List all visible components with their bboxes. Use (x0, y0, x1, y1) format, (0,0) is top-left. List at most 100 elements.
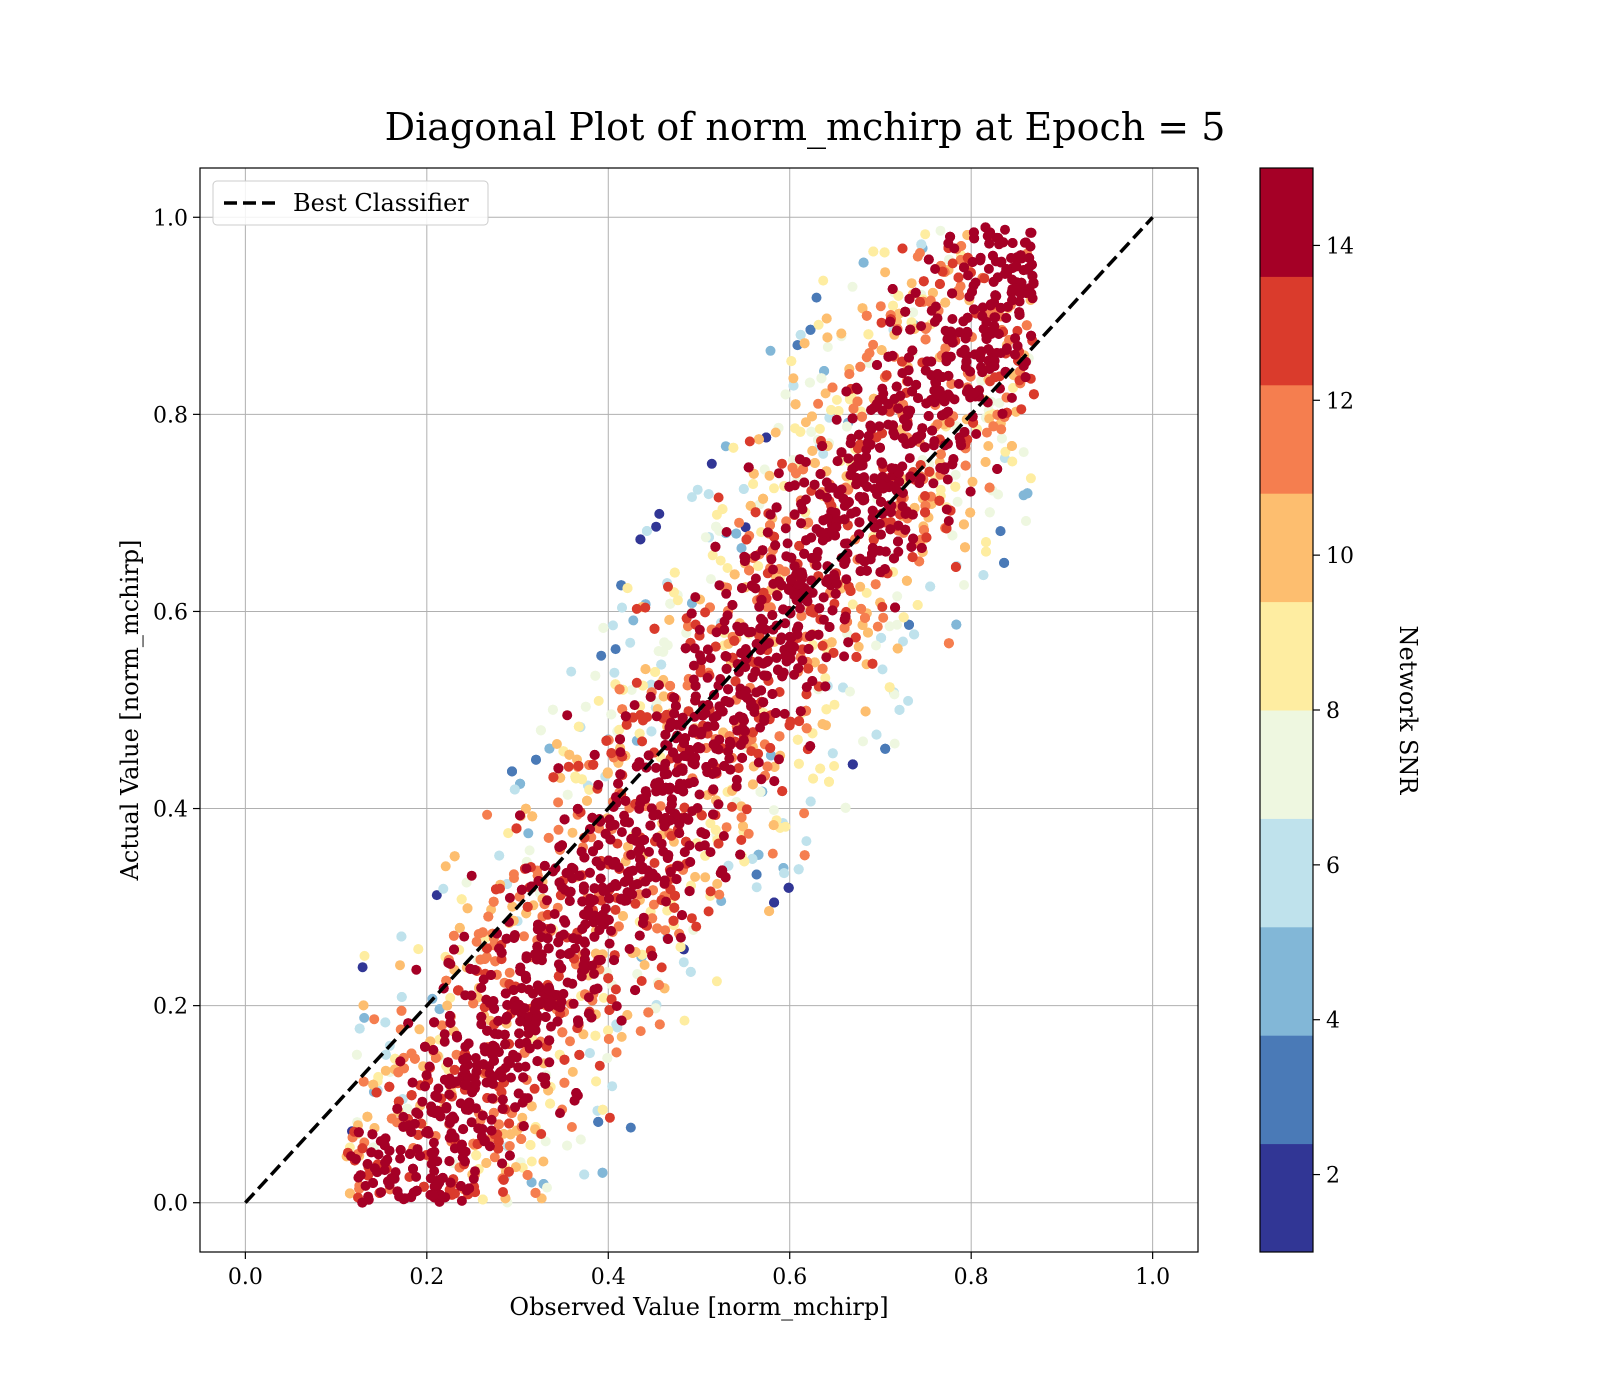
scatter-point (795, 603, 805, 614)
scatter-point (553, 824, 564, 835)
scatter-point (610, 984, 621, 995)
scatter-point (773, 468, 784, 479)
scatter-point (560, 917, 571, 928)
scatter-point (593, 1116, 604, 1127)
scatter-point (413, 944, 424, 955)
scatter-point (395, 1153, 406, 1164)
scatter-point (996, 424, 1007, 435)
scatter-point (362, 1111, 373, 1122)
scatter-point (799, 808, 810, 819)
scatter-point (858, 736, 868, 747)
scatter-point (562, 710, 573, 721)
scatter-point (734, 517, 745, 528)
scatter-point (665, 598, 676, 609)
scatter-point (663, 581, 673, 592)
scatter-point (910, 287, 921, 298)
scatter-point (790, 399, 801, 410)
scatter-point (658, 691, 669, 702)
scatter-point (887, 284, 898, 294)
scatter-point (821, 704, 832, 715)
scatter-point (668, 915, 679, 926)
scatter-point (402, 1103, 413, 1114)
scatter-point (712, 878, 723, 889)
scatter-point (669, 902, 680, 913)
scatter-point (540, 1136, 551, 1147)
scatter-point (462, 903, 473, 914)
scatter-point (395, 960, 405, 971)
scatter-point (937, 266, 948, 277)
scatter-point (947, 258, 958, 269)
scatter-point (774, 731, 785, 742)
scatter-point (411, 1107, 422, 1118)
scatter-point (950, 481, 961, 492)
scatter-point (909, 629, 920, 640)
scatter-point (470, 1166, 480, 1177)
scatter-point (875, 567, 886, 578)
scatter-point (488, 896, 499, 907)
scatter-point (621, 719, 632, 730)
scatter-point (719, 624, 730, 635)
scatter-point (828, 647, 839, 658)
scatter-point (689, 643, 700, 654)
scatter-point (820, 388, 831, 399)
scatter-point (630, 985, 641, 996)
scatter-point (941, 504, 952, 515)
scatter-point (589, 968, 599, 979)
scatter-point (817, 640, 828, 651)
scatter-point (788, 380, 799, 391)
scatter-point (344, 1188, 355, 1199)
scatter-point (935, 225, 946, 236)
scatter-point (729, 635, 740, 646)
chart-title: Diagonal Plot of norm_mchirp at Epoch = … (385, 105, 1226, 150)
scatter-point (920, 507, 931, 518)
scatter-point (943, 638, 954, 649)
scatter-point (861, 310, 872, 321)
scatter-point (649, 623, 660, 634)
scatter-point (803, 663, 814, 674)
scatter-point (703, 906, 714, 917)
scatter-point (818, 448, 829, 459)
scatter-point (793, 864, 804, 875)
scatter-point (887, 350, 898, 361)
scatter-point (720, 441, 731, 452)
scatter-point (827, 382, 838, 393)
scatter-point (650, 667, 661, 677)
scatter-point (596, 895, 607, 906)
scatter-point (603, 1025, 614, 1036)
scatter-point (406, 1048, 417, 1059)
scatter-point (679, 802, 690, 813)
scatter-point (833, 406, 844, 416)
scatter-point (907, 552, 918, 563)
scatter-point (959, 580, 969, 590)
scatter-point (547, 704, 558, 715)
scatter-point (927, 287, 938, 298)
scatter-point (748, 479, 759, 489)
scatter-point (559, 1077, 570, 1088)
scatter-point (471, 1150, 482, 1161)
scatter-point (967, 476, 978, 487)
scatter-point (1020, 372, 1031, 383)
scatter-point (914, 248, 925, 258)
scatter-point (860, 612, 870, 623)
scatter-point (405, 1149, 415, 1159)
scatter-point (408, 1163, 418, 1174)
scatter-point (836, 328, 847, 339)
scatter-point (729, 569, 740, 580)
scatter-point (634, 930, 645, 941)
scatter-point (493, 1143, 504, 1154)
scatter-point (753, 561, 764, 572)
scatter-point (706, 458, 717, 469)
scatter-point (988, 421, 999, 432)
scatter-point (630, 835, 641, 846)
scatter-point (598, 622, 609, 633)
scatter-point (456, 1195, 467, 1206)
scatter-point (905, 324, 916, 335)
scatter-point (700, 872, 711, 883)
scatter-point (711, 976, 722, 987)
scatter-point (753, 757, 764, 768)
scatter-point (573, 721, 584, 732)
scatter-point (615, 734, 625, 745)
scatter-point (721, 663, 732, 674)
scatter-point (870, 579, 881, 590)
scatter-point (803, 517, 814, 528)
